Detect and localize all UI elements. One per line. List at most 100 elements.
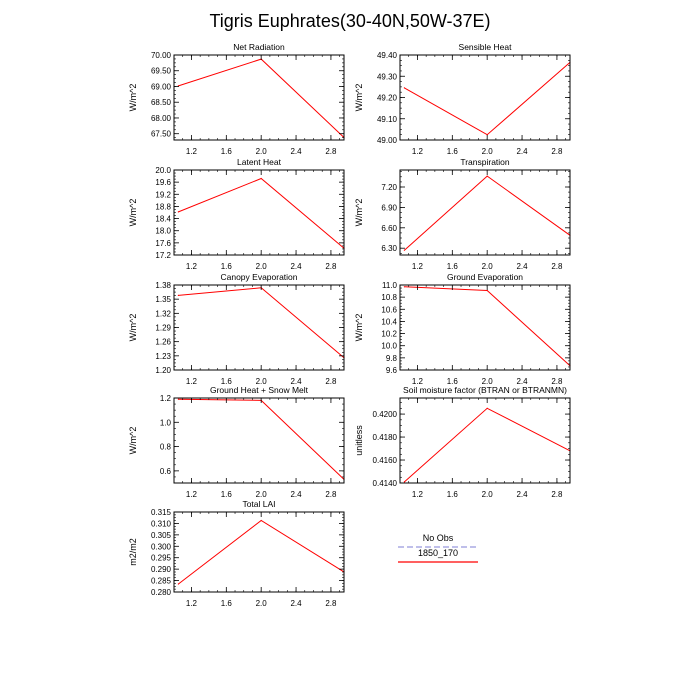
x-tick-label: 1.2 <box>412 377 424 386</box>
data-point <box>177 583 179 585</box>
plot-frame <box>399 169 571 256</box>
y-tick-label: 10.6 <box>381 305 397 314</box>
panel-7: 1.2 1.6 2.0 2.4 2.8 0.6 0.8 1.0 1.2 Ground Heat +… <box>128 385 345 499</box>
data-point <box>177 294 179 296</box>
y-tick-label: 49.30 <box>377 72 398 81</box>
y-tick-label: 10.0 <box>381 342 397 351</box>
data-point <box>177 398 179 400</box>
plot-frame <box>173 169 345 256</box>
panel-9: 1.2 1.6 2.0 2.4 2.8 0.280 0.285 0.290 0.295 0.300… <box>128 499 345 608</box>
x-tick-label: 1.6 <box>447 147 459 156</box>
y-tick-label: 1.26 <box>155 338 171 347</box>
y-tick-label: 18.4 <box>155 215 171 224</box>
y-tick-label: 68.00 <box>151 114 172 123</box>
x-tick-label: 2.8 <box>325 262 337 271</box>
y-tick-label: 0.305 <box>151 531 172 540</box>
panel-2: 1.2 1.6 2.0 2.4 2.8 49.00 49.10 49.20 49.30 49.40… <box>354 42 571 156</box>
data-point <box>403 249 405 251</box>
y-tick-label: 1.38 <box>155 281 171 290</box>
x-tick-label: 2.0 <box>256 377 268 386</box>
plot-frame <box>399 54 571 141</box>
y-axis-label: W/m^2 <box>128 199 138 227</box>
x-tick-label: 1.2 <box>186 377 198 386</box>
x-tick-label: 1.6 <box>221 262 233 271</box>
x-tick-label: 1.6 <box>447 262 459 271</box>
x-tick-label: 2.8 <box>551 147 563 156</box>
x-tick-label: 2.8 <box>325 377 337 386</box>
x-tick-label: 2.0 <box>482 147 494 156</box>
x-tick-label: 1.6 <box>221 377 233 386</box>
plot-frame <box>399 284 571 371</box>
panel-5: 1.2 1.6 2.0 2.4 2.8 1.20 1.23 1.26 1.29 1.32 1.35 1… <box>128 272 345 386</box>
series-line-1850_170 <box>404 407 571 483</box>
y-tick-label: 1.2 <box>160 394 172 403</box>
y-tick-label: 1.0 <box>160 418 172 427</box>
x-tick-label: 1.2 <box>186 490 198 499</box>
plot-frame <box>399 397 571 484</box>
y-tick-label: 9.8 <box>386 354 398 363</box>
legend: No Obs 1850_170 <box>398 533 478 563</box>
x-tick-label: 2.4 <box>516 262 528 271</box>
y-tick-label: 10.8 <box>381 293 397 302</box>
series-line-1850_170 <box>404 62 571 136</box>
x-tick-label: 1.2 <box>412 147 424 156</box>
series-line-1850_170 <box>178 519 345 585</box>
panel-title: Soil moisture factor (BTRAN or BTRANMN) <box>403 385 567 395</box>
y-tick-label: 0.8 <box>160 443 172 452</box>
panel-title: Ground Evaporation <box>447 272 523 282</box>
y-axis-label: m2/m2 <box>128 538 138 566</box>
x-tick-label: 2.4 <box>290 599 302 608</box>
data-point <box>260 177 262 180</box>
x-tick-label: 2.4 <box>290 262 302 271</box>
data-point <box>403 481 405 483</box>
data-point <box>260 519 262 522</box>
y-tick-label: 17.2 <box>155 251 171 260</box>
x-tick-label: 1.2 <box>186 262 198 271</box>
y-axis-label: W/m^2 <box>128 427 138 455</box>
series-line-1850_170 <box>178 58 345 138</box>
x-tick-label: 1.2 <box>412 262 424 271</box>
y-tick-label: 1.23 <box>155 352 171 361</box>
x-tick-label: 2.4 <box>516 147 528 156</box>
panel-3: 1.2 1.6 2.0 2.4 2.8 17.2 17.6 18.0 18.4 18.8 19.2 1… <box>128 157 345 271</box>
y-tick-label: 69.50 <box>151 67 172 76</box>
x-tick-label: 2.8 <box>325 490 337 499</box>
x-tick-label: 2.8 <box>551 377 563 386</box>
x-tick-label: 2.4 <box>516 377 528 386</box>
y-tick-label: 6.90 <box>381 203 397 212</box>
data-point <box>486 134 488 136</box>
x-tick-label: 2.4 <box>290 147 302 156</box>
x-tick-label: 2.8 <box>551 490 563 499</box>
panel-4: 1.2 1.6 2.0 2.4 2.8 6.30 6.60 6.90 7.20 Transpira… <box>354 157 571 271</box>
y-tick-label: 0.6 <box>160 467 172 476</box>
y-tick-label: 70.00 <box>151 51 172 60</box>
figure-title: Tigris Euphrates(30-40N,50W-37E) <box>209 11 490 31</box>
y-tick-label: 6.30 <box>381 244 397 253</box>
x-tick-label: 1.2 <box>412 490 424 499</box>
y-axis-label: unitless <box>354 425 364 456</box>
panel-1: 1.2 1.6 2.0 2.4 2.8 67.50 68.00 68.50 69.00 69.50… <box>128 42 345 156</box>
panel-title: Sensible Heat <box>459 42 513 52</box>
panel-title: Ground Heat + Snow Melt <box>210 385 309 395</box>
y-tick-label: 0.4180 <box>373 433 398 442</box>
plot-frame <box>173 54 345 141</box>
panel-title: Total LAI <box>242 499 275 509</box>
y-tick-label: 68.50 <box>151 98 172 107</box>
y-tick-label: 0.280 <box>151 588 172 597</box>
y-axis-label: W/m^2 <box>354 84 364 112</box>
x-tick-label: 2.0 <box>482 377 494 386</box>
y-tick-label: 49.00 <box>377 136 398 145</box>
x-tick-label: 2.0 <box>256 262 268 271</box>
series-line-1850_170 <box>404 286 571 367</box>
y-tick-label: 49.40 <box>377 51 398 60</box>
y-tick-label: 18.8 <box>155 202 171 211</box>
chart-panels: 1.2 1.6 2.0 2.4 2.8 67.50 68.00 68.50 69.00 69.50… <box>128 42 571 608</box>
legend-label: No Obs <box>423 533 454 543</box>
panel-6: 1.2 1.6 2.0 2.4 2.8 9.6 9.8 10.0 10.2 10.4 10.6 10.… <box>354 272 571 386</box>
x-tick-label: 2.4 <box>290 377 302 386</box>
y-tick-label: 0.295 <box>151 554 172 563</box>
y-tick-label: 49.10 <box>377 115 398 124</box>
y-tick-label: 0.4140 <box>373 479 398 488</box>
y-tick-label: 0.290 <box>151 565 172 574</box>
